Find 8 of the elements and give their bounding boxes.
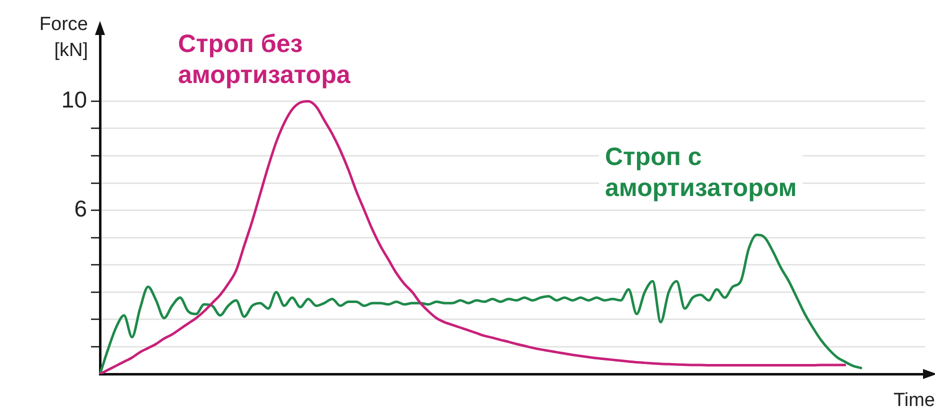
y-tick-label: 6 [74,196,87,222]
y-tick-label: 10 [61,86,87,113]
line-series [98,234,862,374]
y-axis-title: Force [kN] [39,14,88,61]
x-axis-title: Time [893,390,935,411]
line-series [98,100,846,374]
series-label: Строп с амортизатором [605,143,797,202]
series-label: Строп без амортизатора [178,30,352,89]
